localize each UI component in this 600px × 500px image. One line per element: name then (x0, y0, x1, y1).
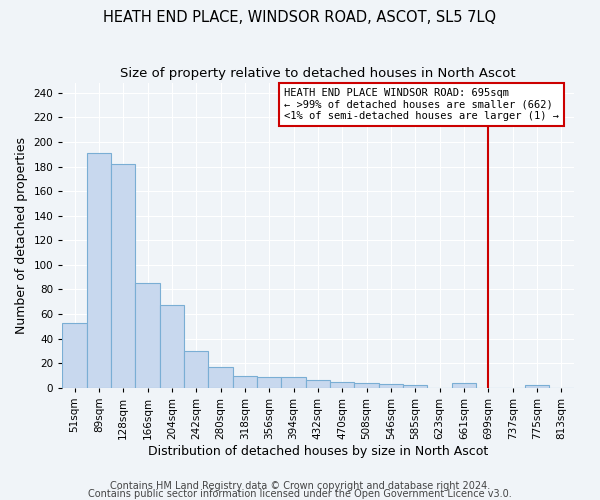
Bar (257, 376, 281, 388)
Bar (86, 153, 111, 388)
Text: Contains public sector information licensed under the Open Government Licence v3: Contains public sector information licen… (88, 489, 512, 499)
Bar (233, 376, 257, 388)
Bar (525, 386, 549, 388)
Bar (330, 382, 355, 388)
Text: HEATH END PLACE, WINDSOR ROAD, ASCOT, SL5 7LQ: HEATH END PLACE, WINDSOR ROAD, ASCOT, SL… (103, 10, 497, 25)
Bar (379, 384, 403, 388)
Bar (160, 306, 184, 388)
Y-axis label: Number of detached properties: Number of detached properties (15, 137, 28, 334)
Bar (355, 383, 379, 388)
Title: Size of property relative to detached houses in North Ascot: Size of property relative to detached ho… (120, 68, 516, 80)
Bar (136, 284, 160, 388)
Bar (281, 376, 306, 388)
Text: Contains HM Land Registry data © Crown copyright and database right 2024.: Contains HM Land Registry data © Crown c… (110, 481, 490, 491)
Bar (403, 386, 427, 388)
Bar (306, 380, 330, 388)
X-axis label: Distribution of detached houses by size in North Ascot: Distribution of detached houses by size … (148, 444, 488, 458)
Bar (184, 351, 208, 388)
Text: HEATH END PLACE WINDSOR ROAD: 695sqm
← >99% of detached houses are smaller (662): HEATH END PLACE WINDSOR ROAD: 695sqm ← >… (284, 88, 559, 121)
Bar (111, 164, 136, 388)
Bar (208, 367, 233, 388)
Bar (452, 383, 476, 388)
Bar (62, 322, 86, 388)
